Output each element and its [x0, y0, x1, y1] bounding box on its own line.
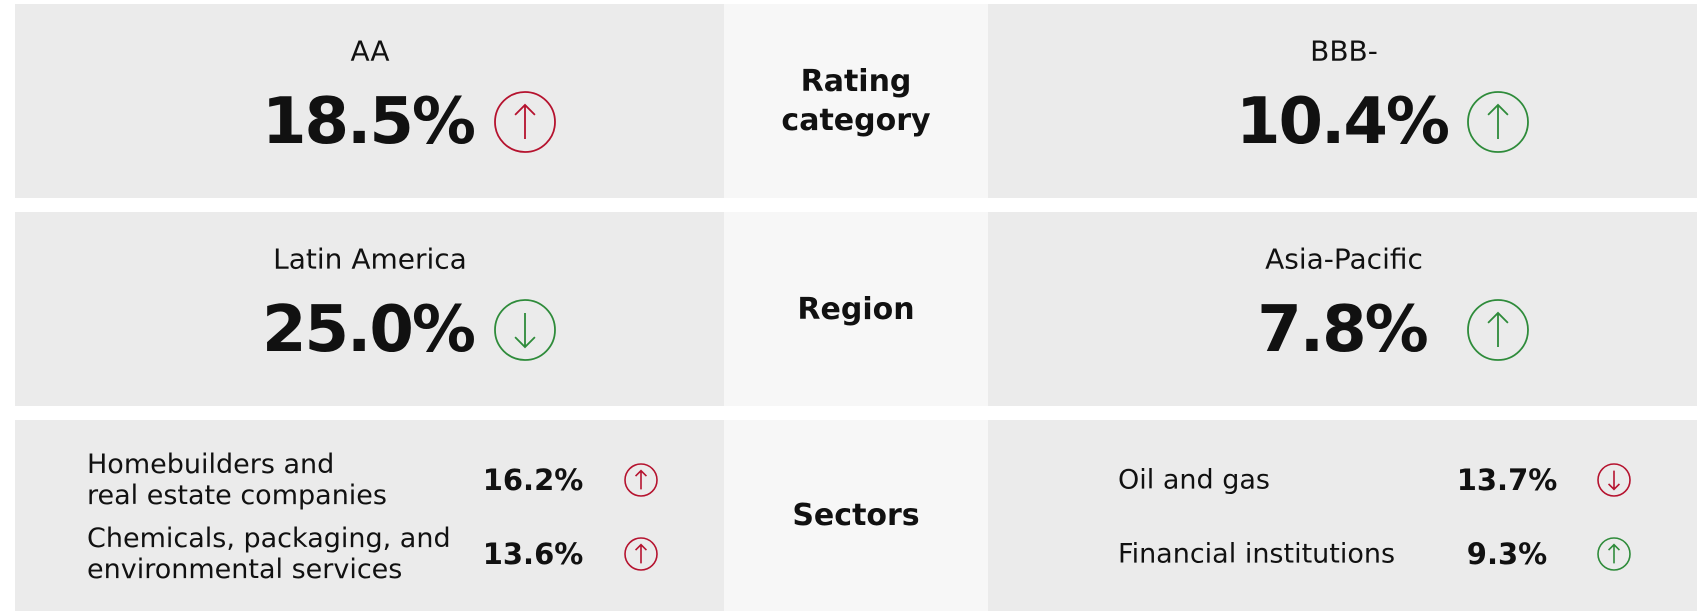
- metric-label: Latin America: [273, 242, 467, 276]
- sector-value: 13.6%: [482, 537, 584, 571]
- metric-value: 25.0%: [261, 293, 476, 367]
- sector-label-line: real estate companies: [87, 480, 387, 511]
- trend-arrow: [1467, 91, 1529, 153]
- panel: [15, 4, 724, 198]
- metric-value: 18.5%: [261, 85, 476, 159]
- panel: [15, 212, 724, 406]
- sector-label: Homebuilders and real estate companies: [87, 449, 387, 511]
- trend-arrow: [1597, 463, 1631, 497]
- row-category: Region: [724, 212, 988, 406]
- metric-value: 7.8%: [1257, 293, 1428, 367]
- trend-arrow: [494, 91, 556, 153]
- trend-arrow: [624, 537, 658, 571]
- trend-arrow: [494, 299, 556, 361]
- sector-label: Oil and gas: [1118, 465, 1270, 496]
- row-category: Sectors: [724, 420, 988, 611]
- panel: [988, 420, 1697, 611]
- metric-label: BBB-: [1310, 34, 1378, 68]
- metric-value: 10.4%: [1235, 85, 1450, 159]
- row-category: Rating category: [724, 4, 988, 198]
- sector-label-line: Chemicals, packaging, and: [87, 523, 451, 554]
- sector-value: 13.7%: [1456, 463, 1558, 497]
- panel: [988, 4, 1697, 198]
- sector-label: Financial institutions: [1118, 539, 1395, 570]
- sector-value: 9.3%: [1466, 537, 1548, 571]
- metric-label: Asia-Pacific: [1265, 242, 1423, 276]
- sector-label-line: Oil and gas: [1118, 464, 1270, 496]
- trend-arrow: [1597, 537, 1631, 571]
- sector-value: 16.2%: [482, 463, 584, 497]
- sector-label-line: environmental services: [87, 554, 403, 585]
- sector-label-line: Financial institutions: [1118, 538, 1396, 570]
- sector-label: Chemicals, packaging, and environmental s…: [87, 523, 451, 585]
- trend-arrow: [1467, 299, 1529, 361]
- metric-label: AA: [350, 34, 390, 68]
- panel: [988, 212, 1697, 406]
- panel: [15, 420, 724, 611]
- sector-label-line: Homebuilders and: [87, 449, 335, 480]
- trend-arrow: [624, 463, 658, 497]
